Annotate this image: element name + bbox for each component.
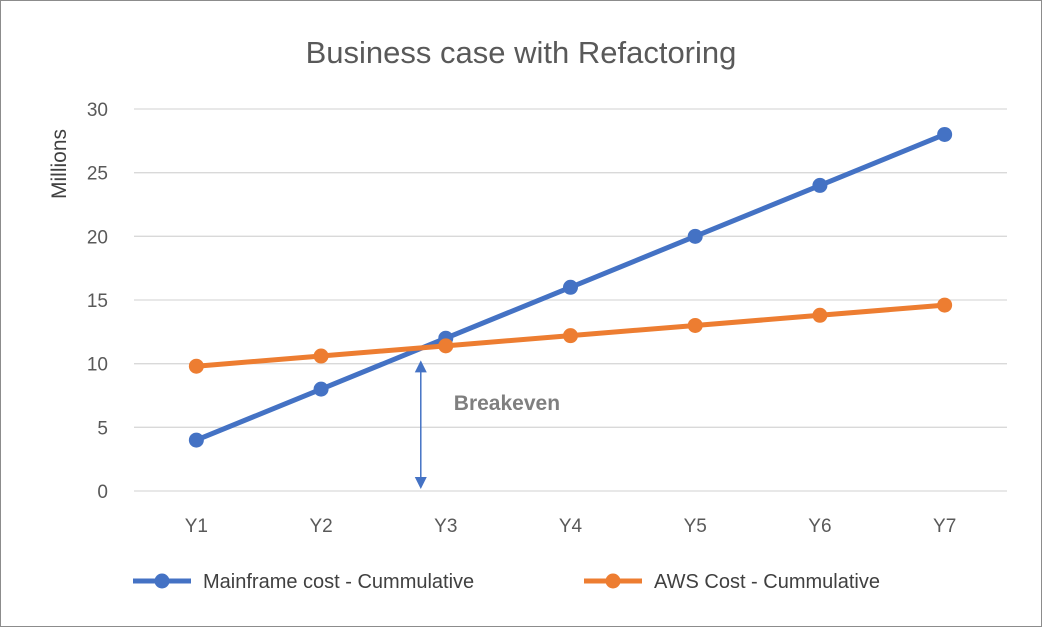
- x-tick-labels: Y1 Y2 Y3 Y4 Y5 Y6 Y7: [185, 516, 957, 537]
- breakeven-arrow-head-down: [414, 477, 427, 489]
- legend-swatch-marker: [605, 573, 621, 589]
- data-point: [313, 381, 329, 397]
- data-point: [812, 307, 828, 323]
- x-tick-label: Y5: [684, 516, 707, 537]
- legend-item: Mainframe cost - Cummulative: [133, 571, 474, 593]
- x-tick-label: Y3: [434, 516, 457, 537]
- breakeven-arrow-head-up: [414, 360, 427, 373]
- x-tick-label: Y7: [933, 516, 956, 537]
- data-point: [937, 297, 953, 313]
- y-tick-label: 0: [97, 482, 108, 503]
- data-point: [812, 177, 828, 193]
- data-point: [188, 432, 204, 448]
- breakeven-annotation: Breakeven: [414, 360, 560, 489]
- data-point: [687, 317, 703, 333]
- x-tick-label: Y4: [559, 516, 583, 537]
- data-point: [563, 279, 578, 295]
- y-tick-labels: 0 5 10 15 20 25 30: [87, 100, 108, 503]
- legend: Mainframe cost - Cummulative AWS Cost - C…: [133, 571, 880, 593]
- x-tick-label: Y6: [808, 516, 831, 537]
- data-point: [563, 328, 578, 344]
- data-point: [687, 228, 703, 244]
- data-point: [438, 338, 454, 354]
- x-tick-label: Y2: [309, 516, 332, 537]
- chart-title: Business case with Refactoring: [306, 35, 737, 70]
- y-tick-label: 5: [97, 418, 108, 439]
- series-group: [188, 126, 953, 448]
- series-0: [188, 126, 953, 448]
- data-point: [188, 358, 204, 374]
- legend-label: AWS Cost - Cummulative: [654, 571, 880, 593]
- y-tick-label: 30: [87, 100, 108, 121]
- series-1: [188, 297, 953, 374]
- y-tick-label: 10: [87, 355, 108, 376]
- x-tick-label: Y1: [185, 516, 208, 537]
- y-tick-label: 15: [87, 291, 108, 312]
- breakeven-label: Breakeven: [454, 392, 560, 415]
- y-tick-label: 25: [87, 164, 108, 185]
- data-point: [937, 126, 953, 142]
- data-point: [313, 348, 329, 364]
- grid-lines: [134, 108, 1007, 492]
- legend-item: AWS Cost - Cummulative: [584, 571, 880, 593]
- legend-swatch-marker: [154, 573, 170, 589]
- y-axis-label: Millions: [48, 129, 71, 199]
- y-tick-label: 20: [87, 227, 108, 248]
- legend-label: Mainframe cost - Cummulative: [203, 571, 474, 593]
